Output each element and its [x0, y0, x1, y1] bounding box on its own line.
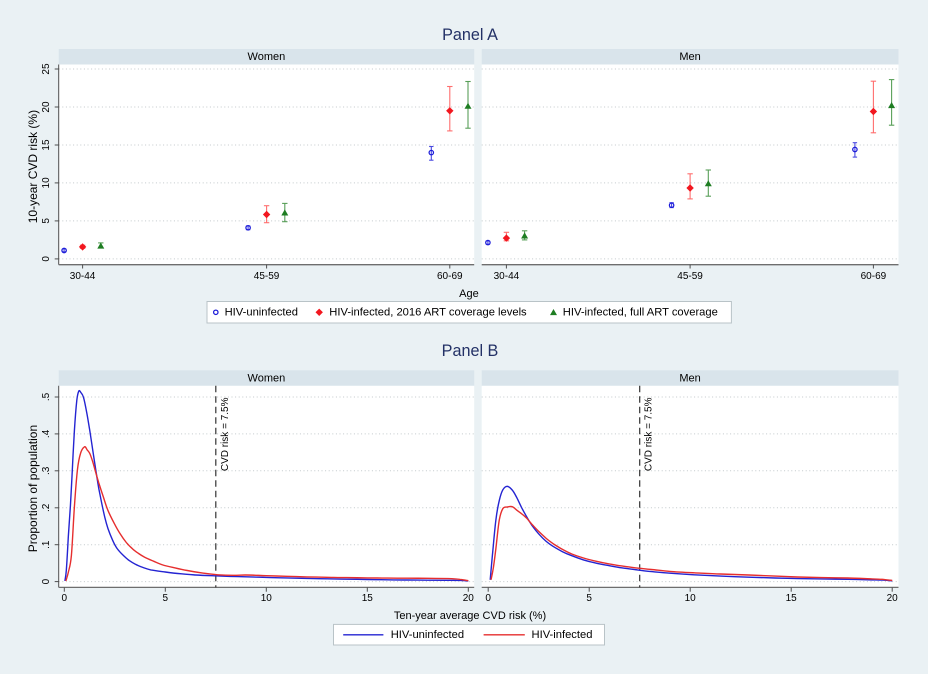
- svg-text:10: 10: [261, 593, 273, 604]
- svg-text:.5: .5: [41, 392, 52, 401]
- svg-text:Panel A: Panel A: [442, 26, 498, 44]
- svg-text:10: 10: [41, 177, 52, 189]
- svg-text:60-69: 60-69: [437, 271, 463, 282]
- svg-text:15: 15: [362, 593, 374, 604]
- svg-text:HIV-uninfected: HIV-uninfected: [391, 629, 464, 641]
- svg-text:0: 0: [485, 593, 491, 604]
- svg-text:5: 5: [586, 593, 592, 604]
- svg-text:Men: Men: [679, 51, 700, 63]
- svg-text:0: 0: [41, 578, 52, 584]
- svg-text:Age: Age: [459, 288, 479, 300]
- svg-text:45-59: 45-59: [254, 271, 280, 282]
- svg-text:25: 25: [41, 63, 52, 75]
- svg-text:.3: .3: [41, 466, 52, 475]
- svg-text:20: 20: [463, 593, 475, 604]
- svg-text:30-44: 30-44: [494, 271, 520, 282]
- svg-text:.4: .4: [41, 429, 52, 438]
- svg-text:Men: Men: [679, 372, 700, 384]
- svg-text:5: 5: [41, 218, 52, 224]
- svg-text:10: 10: [685, 593, 697, 604]
- svg-text:Panel B: Panel B: [442, 342, 499, 360]
- svg-text:HIV-infected: HIV-infected: [532, 629, 593, 641]
- svg-text:20: 20: [41, 101, 52, 113]
- svg-text:0: 0: [41, 256, 52, 262]
- svg-text:20: 20: [887, 593, 899, 604]
- svg-text:30-44: 30-44: [70, 271, 96, 282]
- svg-text:15: 15: [41, 139, 52, 151]
- svg-text:10-year CVD risk (%): 10-year CVD risk (%): [26, 110, 40, 223]
- svg-text:.2: .2: [41, 503, 52, 512]
- svg-text:60-69: 60-69: [861, 271, 887, 282]
- svg-text:0: 0: [62, 593, 68, 604]
- svg-text:HIV-infected, 2016 ART coverag: HIV-infected, 2016 ART coverage levels: [329, 307, 527, 319]
- svg-text:45-59: 45-59: [677, 271, 703, 282]
- svg-text:Proportion of population: Proportion of population: [26, 425, 40, 552]
- svg-text:5: 5: [163, 593, 169, 604]
- svg-text:CVD risk = 7.5%: CVD risk = 7.5%: [644, 397, 655, 471]
- svg-text:.1: .1: [41, 540, 52, 549]
- svg-text:Women: Women: [248, 51, 286, 63]
- svg-text:CVD risk = 7.5%: CVD risk = 7.5%: [220, 397, 231, 471]
- svg-text:15: 15: [786, 593, 798, 604]
- svg-text:Ten-year average CVD risk (%): Ten-year average CVD risk (%): [394, 610, 546, 622]
- svg-text:Women: Women: [248, 372, 286, 384]
- svg-text:HIV-infected, full ART coverag: HIV-infected, full ART coverage: [563, 307, 718, 319]
- svg-text:HIV-uninfected: HIV-uninfected: [225, 307, 298, 319]
